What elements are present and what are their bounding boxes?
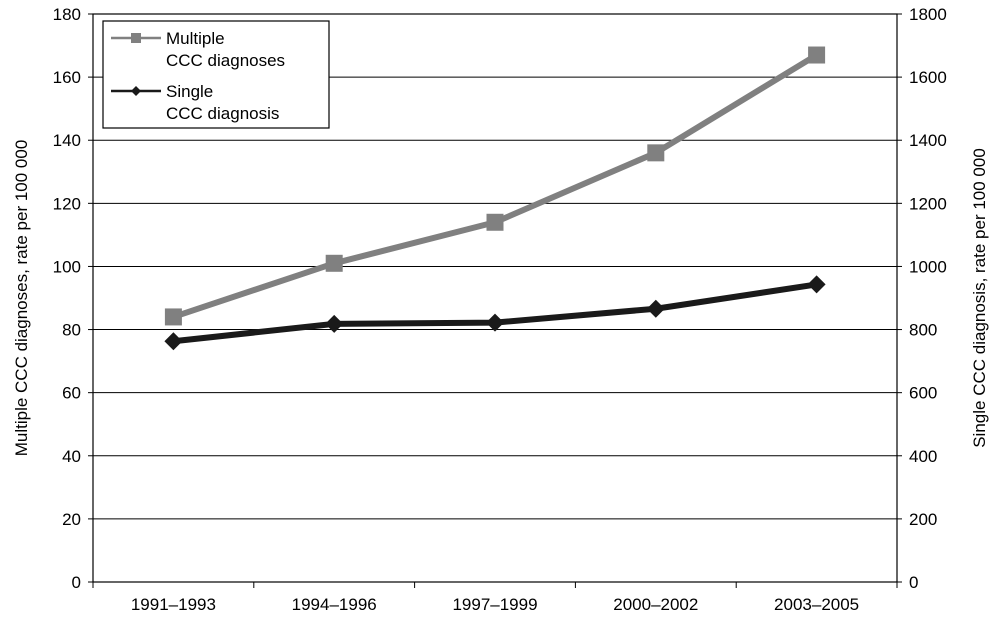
series bbox=[164, 46, 826, 351]
y-right-tick-label: 200 bbox=[909, 510, 937, 529]
data-point-marker bbox=[646, 299, 665, 318]
data-point-marker bbox=[325, 254, 343, 272]
y-right-tick-label: 1400 bbox=[909, 131, 947, 150]
y-left-tick-label: 60 bbox=[62, 384, 81, 403]
x-tick-label: 2003–2005 bbox=[774, 595, 859, 614]
legend-marker bbox=[131, 33, 141, 43]
data-point-marker bbox=[807, 275, 826, 294]
legend-label: Multiple bbox=[166, 29, 225, 48]
y-right-tick-label: 1600 bbox=[909, 68, 947, 87]
y-right-tick-label: 1200 bbox=[909, 194, 947, 213]
data-point-marker bbox=[164, 308, 182, 326]
y-left-tick-label: 20 bbox=[62, 510, 81, 529]
data-point-marker bbox=[647, 144, 665, 162]
y-left-tick-label: 120 bbox=[53, 194, 81, 213]
legend-label: CCC diagnoses bbox=[166, 51, 285, 70]
y-left-tick-label: 40 bbox=[62, 447, 81, 466]
y-right-tick-label: 600 bbox=[909, 384, 937, 403]
legend-label: Single bbox=[166, 82, 213, 101]
x-tick-label: 1991–1993 bbox=[131, 595, 216, 614]
legend-marker bbox=[131, 86, 141, 96]
y-left-axis-title: Multiple CCC diagnoses, rate per 100 000 bbox=[12, 140, 31, 457]
y-left-tick-label: 140 bbox=[53, 131, 81, 150]
gridlines bbox=[93, 76, 897, 520]
x-tick-label: 2000–2002 bbox=[613, 595, 698, 614]
y-left-tick-label: 100 bbox=[53, 257, 81, 276]
y-right-tick-label: 400 bbox=[909, 447, 937, 466]
data-point-marker bbox=[486, 213, 504, 231]
y-left-tick-label: 0 bbox=[72, 573, 81, 592]
y-right-tick-label: 0 bbox=[909, 573, 918, 592]
data-point-marker bbox=[164, 332, 183, 351]
data-point-marker bbox=[808, 46, 826, 64]
series-line-1 bbox=[173, 281, 818, 345]
y-left-tick-label: 80 bbox=[62, 321, 81, 340]
data-point-marker bbox=[325, 314, 344, 333]
legend: Multiple CCC diagnoses Single CCC diagnosis bbox=[102, 20, 330, 129]
y-left-tick-label: 160 bbox=[53, 68, 81, 87]
x-tick-label: 1994–1996 bbox=[292, 595, 377, 614]
data-point-marker bbox=[486, 313, 504, 332]
y-left-tick-label: 180 bbox=[53, 5, 81, 24]
y-right-axis-title: Single CCC diagnosis, rate per 100 000 bbox=[970, 148, 989, 448]
y-right-tick-label: 1800 bbox=[909, 5, 947, 24]
axes: 0204060801001201401601800200400600800100… bbox=[12, 5, 989, 614]
plot-frame bbox=[92, 13, 898, 583]
x-tick-label: 1997–1999 bbox=[452, 595, 537, 614]
legend-label: CCC diagnosis bbox=[166, 104, 279, 123]
y-right-tick-label: 800 bbox=[909, 321, 937, 340]
y-right-tick-label: 1000 bbox=[909, 257, 947, 276]
